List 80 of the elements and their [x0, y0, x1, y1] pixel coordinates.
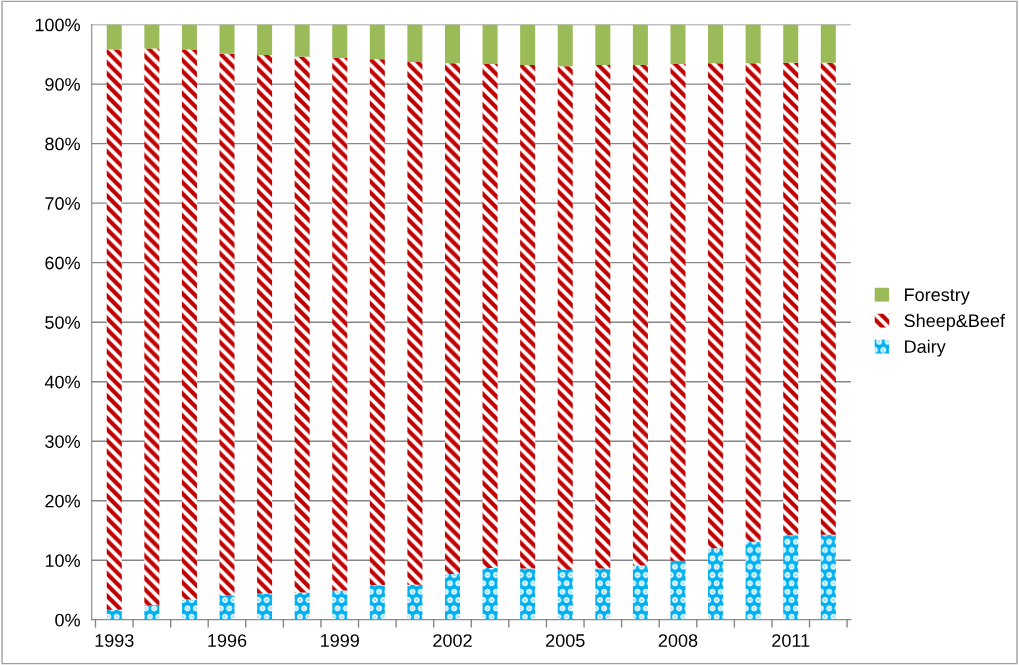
bar: [369, 59, 385, 586]
y-tick-label: 90%: [45, 78, 80, 91]
y-tick-label: 10%: [45, 554, 80, 567]
legend-label: Sheep&Beef: [904, 313, 1006, 331]
y-tick-label: 30%: [45, 435, 80, 448]
bar: [520, 24, 536, 66]
bar: [670, 560, 686, 620]
bar: [708, 24, 724, 64]
y-tick-label: 50%: [45, 316, 80, 329]
bar: [708, 548, 724, 620]
bar: [595, 568, 611, 620]
bar: [144, 48, 160, 605]
bar: [783, 24, 799, 63]
x-tick-label: 1999: [321, 634, 359, 647]
bar: [632, 65, 648, 566]
x-tick-label: 1993: [95, 634, 134, 647]
bar: [407, 24, 423, 63]
bar: [332, 590, 348, 620]
bar: [144, 24, 160, 49]
bar: [783, 535, 799, 620]
y-tick-label: 60%: [45, 256, 80, 270]
bar: [670, 63, 686, 561]
bar: [482, 63, 498, 568]
bar: [783, 62, 799, 536]
bar: [294, 24, 310, 57]
y-tick-label: 80%: [45, 137, 80, 151]
bar: [482, 568, 498, 620]
bar: [219, 595, 235, 620]
bar: [257, 24, 273, 55]
legend-label: Dairy: [905, 339, 946, 357]
bar: [745, 24, 761, 64]
bar: [294, 592, 310, 620]
y-tick-label: 0%: [55, 613, 80, 627]
x-tick-label: 1996: [208, 634, 247, 647]
bar: [557, 24, 573, 67]
x-tick-label: 2002: [433, 634, 472, 647]
bar: [820, 24, 836, 63]
bar: [557, 66, 573, 570]
bar: [595, 24, 611, 66]
bar: [745, 63, 761, 542]
bar: [557, 569, 573, 620]
bar: [257, 593, 273, 620]
bar: [181, 599, 197, 620]
bar: [332, 24, 348, 58]
bar: [106, 24, 122, 50]
bar: [482, 24, 498, 64]
bar: [106, 49, 122, 610]
y-tick-label: 100%: [35, 18, 80, 32]
legend-label: Forestry: [905, 288, 970, 305]
x-tick-label: 2011: [772, 634, 810, 647]
x-tick-label: 2008: [658, 634, 698, 647]
bar: [144, 604, 160, 620]
y-tick-label: 20%: [45, 494, 80, 508]
bar: [181, 24, 197, 50]
x-tick-label: 2005: [546, 634, 585, 647]
bar: [745, 541, 761, 620]
bar: [520, 568, 536, 620]
bar: [520, 65, 536, 569]
bar: [332, 57, 348, 591]
y-tick-label: 70%: [45, 197, 80, 210]
bar: [181, 49, 197, 600]
y-tick-label: 40%: [44, 375, 80, 389]
bar: [820, 534, 836, 620]
bar: [219, 24, 235, 54]
bar: [444, 63, 461, 574]
bar: [444, 573, 461, 620]
bar: [369, 585, 385, 620]
bar: [407, 62, 423, 585]
bar: [595, 65, 611, 569]
bar: [369, 24, 385, 60]
bar: [632, 24, 648, 66]
bar: [407, 584, 423, 620]
bar: [632, 565, 648, 620]
bar: [294, 56, 310, 593]
bar: [257, 54, 273, 594]
bar: [670, 24, 686, 64]
bar: [444, 24, 461, 64]
bar: [219, 53, 235, 596]
bar: [708, 63, 724, 549]
bar: [820, 62, 836, 535]
